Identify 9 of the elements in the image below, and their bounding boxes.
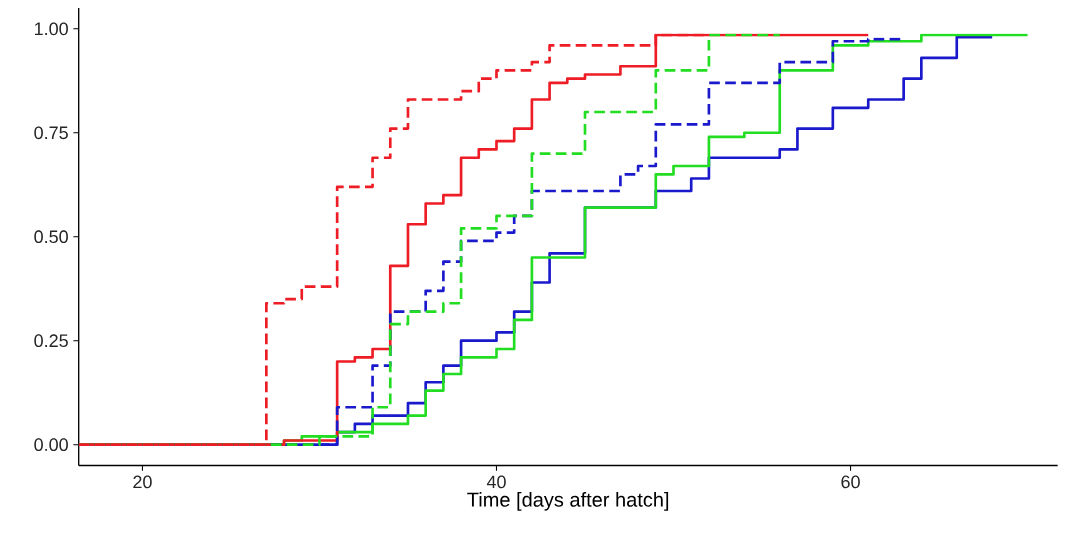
x-tick-label: 20: [133, 475, 152, 489]
y-tick-label: 0.25: [34, 334, 68, 347]
x-axis-title: Time [days after hatch]: [467, 492, 669, 511]
y-tick-label: 0.50: [34, 230, 68, 244]
y-tick-label: 0.75: [34, 126, 68, 140]
y-tick-label: 1.00: [34, 22, 68, 36]
x-tick-label: 40: [486, 475, 506, 489]
y-tick-label: 0.00: [34, 438, 68, 451]
x-tick-label: 60: [841, 475, 860, 489]
